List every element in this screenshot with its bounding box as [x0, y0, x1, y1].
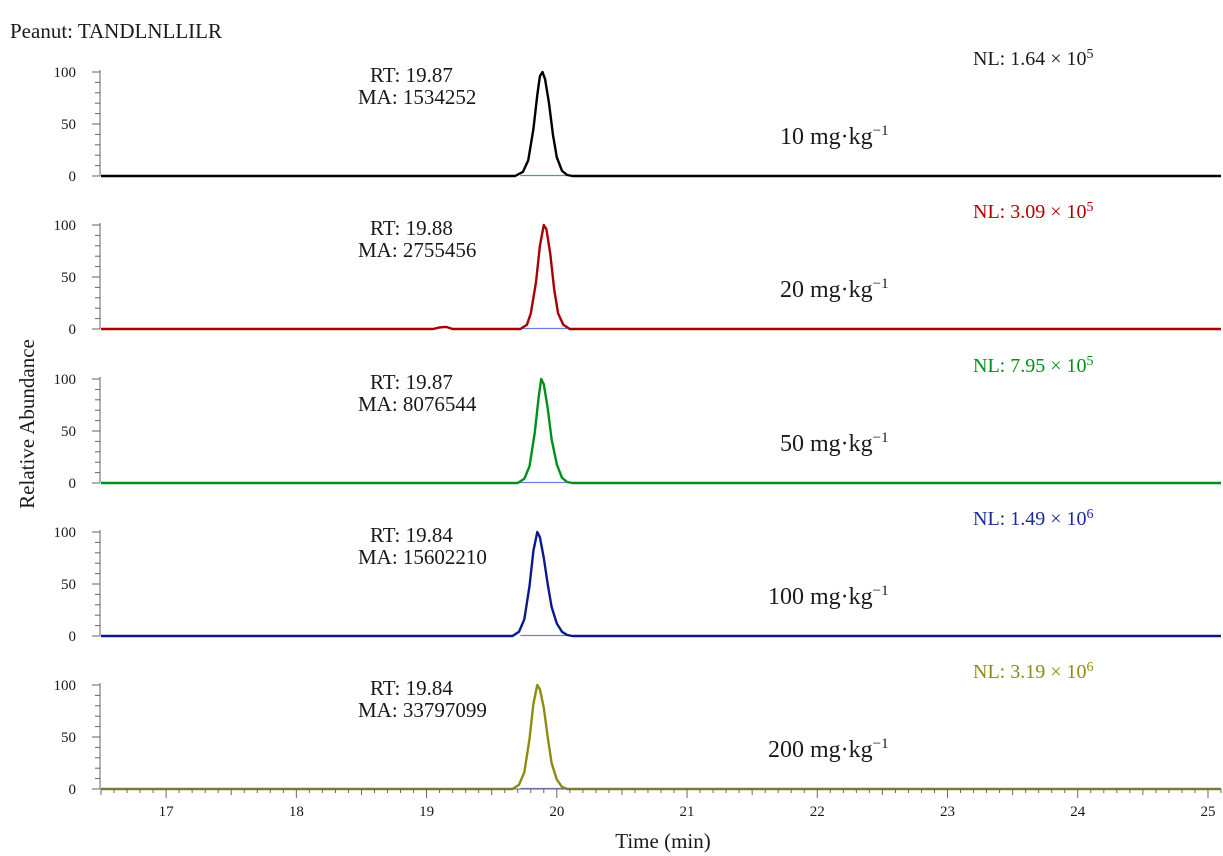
nl-label: NL: 1.64 × 105: [973, 47, 1094, 70]
concentration-label: 50 mg·kg−1: [780, 430, 889, 457]
series-trace-50: [101, 377, 1221, 485]
rt-label: RT: 19.87: [370, 63, 453, 87]
y-tick-label: 100: [54, 678, 77, 694]
y-tick-label: 50: [61, 730, 76, 746]
rt-label: RT: 19.88: [370, 216, 453, 240]
x-tick-label: 17: [159, 804, 175, 820]
concentration-label: 10 mg·kg−1: [780, 123, 889, 150]
series-trace-100: [101, 530, 1221, 638]
concentration-label: 200 mg·kg−1: [768, 736, 889, 763]
y-tick-label: 50: [61, 577, 76, 593]
y-tick-label: 100: [54, 372, 77, 388]
rt-label: RT: 19.87: [370, 370, 453, 394]
y-tick-label: 0: [69, 322, 77, 338]
x-tick-label: 20: [549, 804, 564, 820]
x-tick-label: 22: [810, 804, 825, 820]
y-tick-label: 0: [69, 782, 77, 798]
x-tick-label: 24: [1070, 804, 1086, 820]
x-tick-label: 21: [680, 804, 695, 820]
y-tick-label: 100: [54, 218, 77, 234]
x-tick-label: 19: [419, 804, 434, 820]
series-trace-20: [101, 223, 1221, 331]
y-tick-label: 100: [54, 525, 77, 541]
x-tick-label: 23: [940, 804, 955, 820]
y-tick-label: 50: [61, 270, 76, 286]
x-axis: 17 18 19 20 21 22 23 24 25: [100, 788, 1222, 820]
y-tick-label: 100: [54, 65, 77, 81]
ma-label: MA: 15602210: [358, 545, 487, 569]
y-tick-label: 0: [69, 629, 77, 645]
concentration-label: 20 mg·kg−1: [780, 276, 889, 303]
rt-label: RT: 19.84: [370, 523, 453, 547]
y-tick-label: 50: [61, 117, 76, 133]
rt-label: RT: 19.84: [370, 676, 453, 700]
y-tick-label: 0: [69, 169, 77, 185]
ma-label: MA: 33797099: [358, 698, 487, 722]
nl-label: NL: 1.49 × 106: [973, 507, 1094, 530]
x-axis-label: Time (min): [615, 829, 710, 853]
ma-label: MA: 8076544: [358, 392, 477, 416]
ma-label: MA: 1534252: [358, 85, 476, 109]
nl-label: NL: 3.09 × 105: [973, 200, 1094, 223]
x-tick-label: 25: [1200, 804, 1215, 820]
ma-label: MA: 2755456: [358, 238, 476, 262]
y-tick-label: 0: [69, 476, 77, 492]
y-axis-label: Relative Abundance: [15, 339, 39, 509]
y-tick-label: 50: [61, 424, 76, 440]
series-trace-200: [101, 683, 1221, 791]
nl-label: NL: 3.19 × 106: [973, 660, 1094, 683]
concentration-label: 100 mg·kg−1: [768, 583, 889, 610]
x-tick-label: 18: [289, 804, 304, 820]
series-trace-10: [101, 70, 1221, 178]
nl-label: NL: 7.95 × 105: [973, 354, 1094, 377]
figure-title: Peanut: TANDLNLLILR: [10, 19, 222, 43]
